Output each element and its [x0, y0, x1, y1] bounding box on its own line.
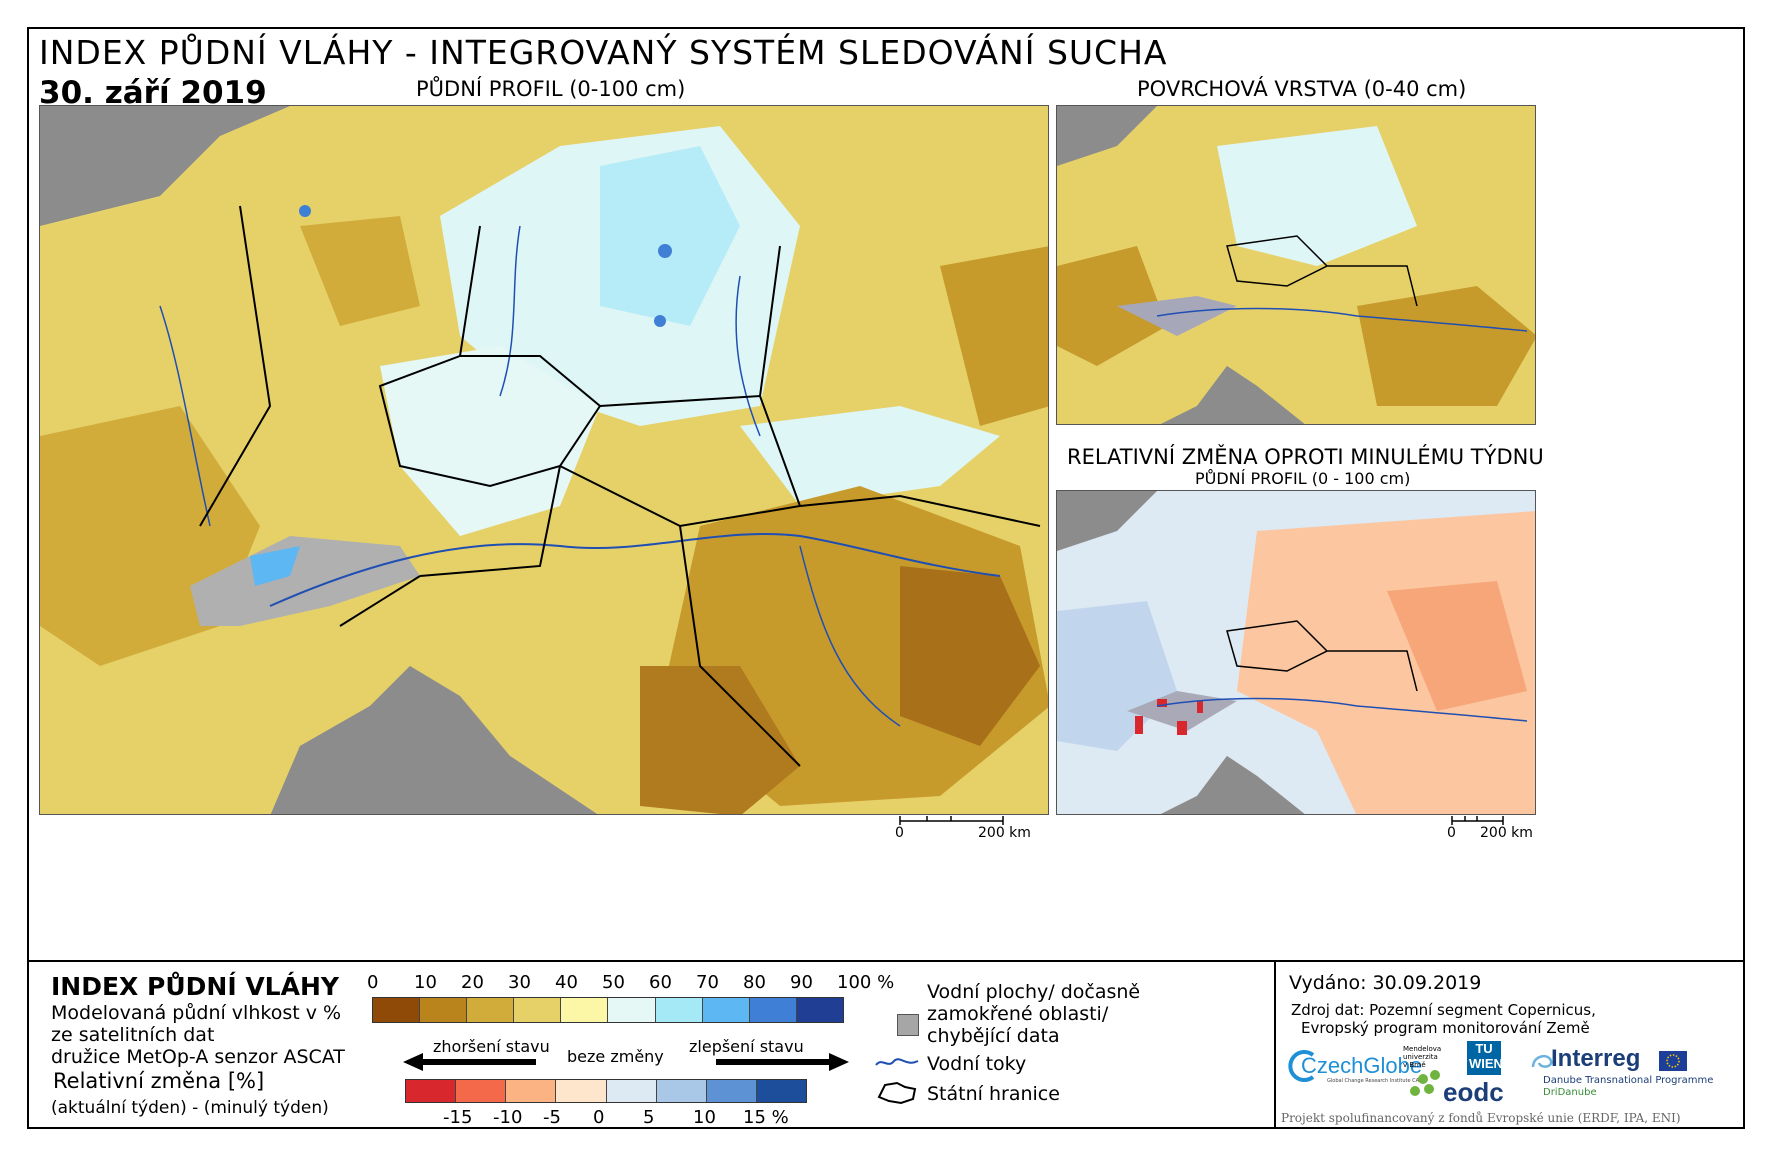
source-line-1: Zdroj dat: Pozemní segment Copernicus, [1291, 1001, 1596, 1019]
eu-flag-icon [1659, 1051, 1687, 1071]
mendel-logo: Mendelova univerzita v Brně [1403, 1045, 1465, 1105]
main-map-svg [40, 106, 1048, 814]
index-ramp-swatch [702, 998, 750, 1022]
main-map-label: PŮDNÍ PROFIL (0-100 cm) [416, 77, 686, 101]
czechglobe-name: CzechGlobe [1301, 1053, 1423, 1078]
change-color-ramp [405, 1079, 807, 1103]
eodc-logo: eodc [1443, 1077, 1504, 1107]
index-tick-label: 90 [790, 972, 813, 993]
borders-label: Státní hranice [927, 1083, 1060, 1105]
interreg-project: DriDanube [1543, 1087, 1597, 1098]
weekly-change-map [1056, 490, 1536, 815]
change-ramp-swatch [556, 1080, 607, 1102]
change-tick-label: -5 [543, 1107, 561, 1128]
interreg-programme: Danube Transnational Programme [1543, 1075, 1714, 1086]
interreg-name: Interreg [1551, 1045, 1641, 1072]
mendel-name: Mendelova univerzita v Brně [1403, 1045, 1442, 1069]
arrow-mid-label: beze změny [567, 1047, 664, 1066]
water-label-3: chybějící data [927, 1025, 1060, 1047]
index-tick-label: 80 [743, 972, 766, 993]
main-scalebar-ticks [899, 816, 1004, 825]
legend-divider [29, 960, 1743, 962]
interreg-swirl-icon [1531, 1054, 1553, 1068]
river-symbol [875, 1058, 919, 1066]
change-tick-label: 0 [593, 1107, 605, 1128]
poster-frame: INDEX PŮDNÍ VLÁHY - INTEGROVANÝ SYSTÉM S… [27, 27, 1745, 1129]
change-ramp-swatch [706, 1080, 757, 1102]
arrow-right-label: zlepšení stavu [689, 1037, 804, 1056]
interreg-logo: Interreg Danube Transnational Programme … [1529, 1045, 1741, 1105]
water-label-1: Vodní plochy/ dočasně [927, 981, 1141, 1003]
page-title: INDEX PŮDNÍ VLÁHY - INTEGROVANÝ SYSTÉM S… [39, 33, 1168, 72]
legend-desc-1: Modelovaná půdní vlhkost v % [51, 1002, 342, 1024]
czechglobe-emblem-icon [1288, 1050, 1315, 1082]
index-tick-label: 70 [696, 972, 719, 993]
index-tick-label: 60 [649, 972, 672, 993]
index-ramp-swatch [749, 998, 797, 1022]
eu-stars-icon [1666, 1054, 1680, 1068]
change-tick-label: -15 [443, 1107, 473, 1128]
czechglobe-logo: CzechGlobe Global Change Research Instit… [1287, 1047, 1422, 1087]
surface-map-svg [1057, 106, 1535, 424]
index-tick-label: 10 [414, 972, 437, 993]
issued-date: Vydáno: 30.09.2019 [1289, 972, 1482, 994]
info-divider [1274, 960, 1276, 1127]
index-tick-label: 100 % [837, 972, 895, 993]
czechglobe-subtitle: Global Change Research Institute CAS [1327, 1078, 1423, 1084]
surface-layer-map [1056, 105, 1536, 425]
change-ramp-swatch [456, 1080, 507, 1102]
change-tick-label: 10 [693, 1107, 716, 1128]
arrow-left-label: zhoršení stavu [433, 1037, 550, 1056]
change-tick-label: -10 [493, 1107, 523, 1128]
index-ticks: 0 10 20 30 40 50 60 70 80 90 100 % [367, 968, 895, 998]
change-legend-desc: (aktuální týden) - (minulý týden) [51, 1098, 329, 1118]
index-ramp-swatch [420, 998, 468, 1022]
index-ramp-swatch [796, 998, 843, 1022]
main-scale-zero: 0 [895, 825, 904, 841]
border-symbol [877, 1081, 917, 1105]
change-ramp-swatch [406, 1080, 457, 1102]
water-label-2: zamokřené oblasti/ [927, 1003, 1109, 1025]
main-soil-moisture-map [39, 105, 1049, 815]
change-map-label: RELATIVNÍ ZMĚNA OPROTI MINULÉMU TÝDNU [1067, 445, 1544, 469]
change-ramp-swatch [606, 1080, 657, 1102]
rivers-label: Vodní toky [927, 1053, 1027, 1075]
legend-title: INDEX PŮDNÍ VLÁHY [51, 972, 339, 1001]
eu-cofinance-note: Projekt spolufinancovaný z fondů Evropsk… [1281, 1111, 1681, 1125]
change-scale-km: 200 km [1480, 825, 1533, 841]
legend-desc-3: družice MetOp-A senzor ASCAT [51, 1046, 345, 1068]
change-scale-zero: 0 [1447, 825, 1456, 841]
change-ramp-swatch [656, 1080, 707, 1102]
change-direction-arrows [403, 1053, 849, 1071]
tuwien-name: TU WIEN [1469, 1041, 1503, 1071]
tuwien-logo: TU WIEN [1467, 1041, 1503, 1075]
index-tick-label: 40 [555, 972, 578, 993]
index-tick-label: 30 [508, 972, 531, 993]
main-scale-km: 200 km [978, 825, 1031, 841]
water-swatch [897, 1014, 919, 1036]
legend-desc-2: ze satelitních dat [51, 1024, 215, 1046]
change-scalebar-ticks [1451, 816, 1504, 825]
mendel-dots-icon [1410, 1070, 1440, 1096]
index-ramp-swatch [373, 998, 421, 1022]
index-ramp-swatch [608, 998, 656, 1022]
index-color-ramp [372, 997, 844, 1023]
change-ramp-swatch [506, 1080, 557, 1102]
change-map-sublabel: PŮDNÍ PROFIL (0 - 100 cm) [1195, 469, 1411, 488]
index-tick-label: 50 [602, 972, 625, 993]
index-ramp-swatch [467, 998, 515, 1022]
index-ramp-swatch [514, 998, 562, 1022]
change-tick-label: 5 [643, 1107, 655, 1128]
index-ramp-swatch [655, 998, 703, 1022]
index-ramp-swatch [561, 998, 609, 1022]
index-tick-label: 0 [367, 972, 379, 993]
source-line-2: Evropský program monitorování Země [1301, 1019, 1590, 1037]
change-map-svg [1057, 491, 1535, 814]
surface-map-label: POVRCHOVÁ VRSTVA (0-40 cm) [1137, 77, 1467, 101]
change-ramp-swatch [756, 1080, 806, 1102]
change-tick-label: 15 % [743, 1107, 789, 1128]
index-tick-label: 20 [461, 972, 484, 993]
change-legend-title: Relativní změna [%] [53, 1069, 265, 1093]
change-ticks: -15 -10 -5 0 5 10 15 % [405, 1105, 865, 1128]
